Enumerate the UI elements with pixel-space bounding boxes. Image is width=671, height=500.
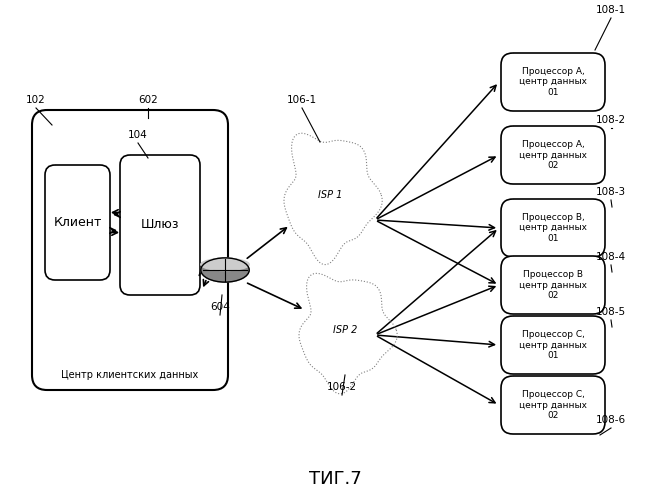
- Text: ISP 1: ISP 1: [318, 190, 342, 200]
- Text: Шлюз: Шлюз: [141, 218, 179, 232]
- PathPatch shape: [501, 316, 605, 374]
- PathPatch shape: [501, 53, 605, 111]
- PathPatch shape: [501, 199, 605, 257]
- Text: 108-2: 108-2: [596, 115, 626, 125]
- Polygon shape: [284, 133, 382, 264]
- Text: 108-5: 108-5: [596, 307, 626, 317]
- Text: Центр клиентских данных: Центр клиентских данных: [61, 370, 199, 380]
- PathPatch shape: [501, 376, 605, 434]
- Text: Клиент: Клиент: [53, 216, 102, 229]
- Text: 108-3: 108-3: [596, 187, 626, 197]
- Text: 108-6: 108-6: [596, 415, 626, 425]
- Ellipse shape: [201, 258, 249, 282]
- Text: Процессор В
центр данных
02: Процессор В центр данных 02: [519, 270, 587, 300]
- Ellipse shape: [201, 258, 249, 270]
- Text: 102: 102: [26, 95, 46, 105]
- Text: ΤИГ.7: ΤИГ.7: [309, 470, 362, 488]
- Text: 604: 604: [210, 302, 230, 312]
- PathPatch shape: [501, 256, 605, 314]
- Text: 108-1: 108-1: [596, 5, 626, 15]
- Text: 104: 104: [128, 130, 148, 140]
- Text: Процессор С,
центр данных
01: Процессор С, центр данных 01: [519, 330, 587, 360]
- Text: ISP 2: ISP 2: [333, 325, 357, 335]
- PathPatch shape: [32, 110, 228, 390]
- Text: Процессор А,
центр данных
01: Процессор А, центр данных 01: [519, 67, 587, 97]
- Text: Процессор А,
центр данных
02: Процессор А, центр данных 02: [519, 140, 587, 170]
- PathPatch shape: [120, 155, 200, 295]
- Text: 106-2: 106-2: [327, 382, 357, 392]
- PathPatch shape: [45, 165, 110, 280]
- Text: 108-4: 108-4: [596, 252, 626, 262]
- Text: Процессор В,
центр данных
01: Процессор В, центр данных 01: [519, 213, 587, 243]
- Text: 106-1: 106-1: [287, 95, 317, 105]
- Polygon shape: [299, 274, 397, 394]
- Text: 602: 602: [138, 95, 158, 105]
- Text: Процессор С,
центр данных
02: Процессор С, центр данных 02: [519, 390, 587, 420]
- PathPatch shape: [501, 126, 605, 184]
